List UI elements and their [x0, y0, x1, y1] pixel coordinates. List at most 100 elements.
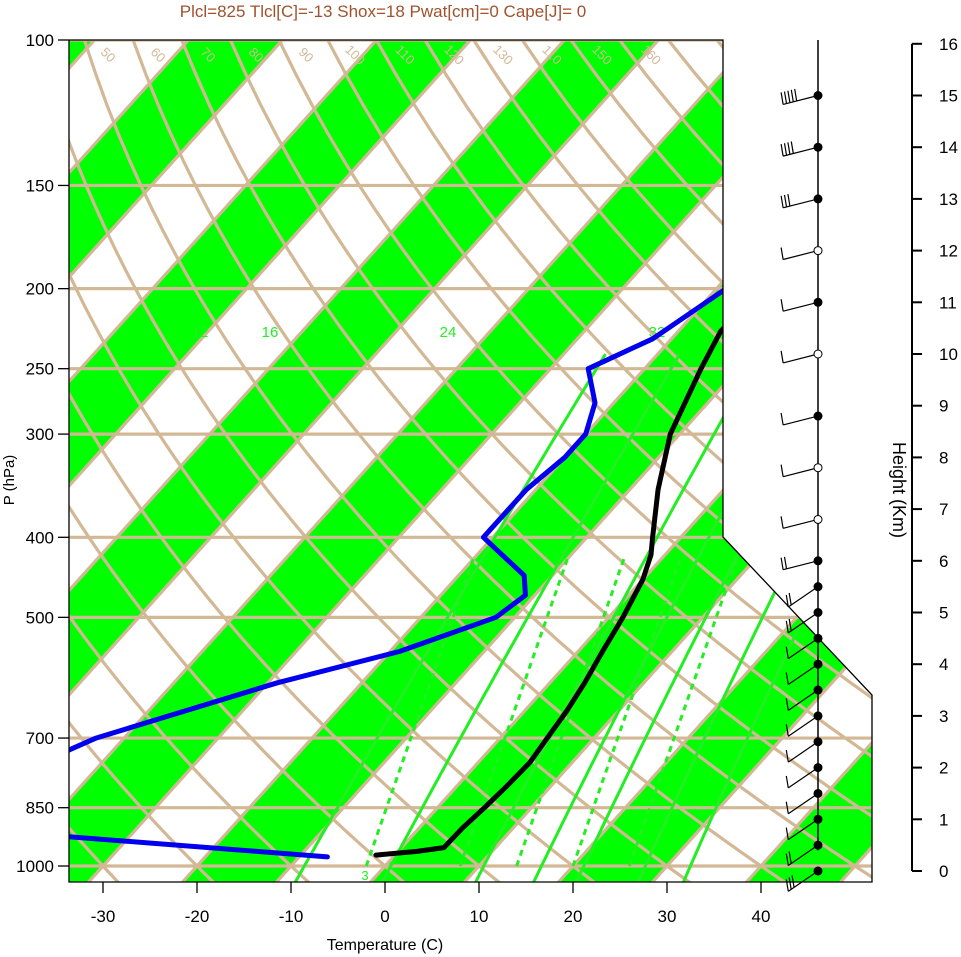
- wind-point: [813, 763, 823, 773]
- wind-point: [813, 866, 823, 876]
- height-tick-label: 13: [939, 190, 958, 209]
- wind-barb: [787, 818, 819, 841]
- dry-adiabat: [69, 40, 137, 882]
- wind-barb-feather: [785, 724, 789, 737]
- temperature-band: [69, 40, 872, 882]
- dashed-line: [364, 554, 477, 867]
- wind-barb: [782, 518, 819, 529]
- wind-barb-feather: [787, 90, 791, 103]
- x-axis: -30 -20 -10 0 10 20 30 40: [91, 882, 771, 926]
- y-tick-label: 100: [26, 31, 54, 50]
- wind-barb: [787, 689, 819, 711]
- temperature-band: [730, 40, 872, 882]
- wind-barb-feather: [780, 247, 784, 260]
- y-tick-label: 1000: [16, 857, 54, 876]
- height-tick-label: 7: [939, 500, 948, 519]
- wind-barb-feather: [788, 851, 792, 864]
- wind-barb-feather: [783, 91, 788, 104]
- dashed-line: [458, 554, 571, 867]
- isotherm-label: 20: [790, 586, 818, 614]
- isotherm-line: [635, 40, 872, 882]
- dashed-label: 3: [361, 868, 368, 883]
- isotherm-line: [69, 40, 506, 882]
- wind-barb-feather: [780, 299, 784, 312]
- dry-adiabat: [423, 40, 872, 882]
- dashed-line: [515, 554, 627, 867]
- isotherm-label: 50: [98, 44, 119, 65]
- isotherm-line: [69, 40, 788, 882]
- mixing-ratio-label: 24: [440, 324, 457, 341]
- wind-barb-feather: [785, 594, 789, 608]
- height-tick-label: 16: [939, 35, 958, 54]
- mixing-ratio-line: [283, 353, 607, 882]
- wind-barb-feather: [791, 875, 795, 888]
- wind-barb-feather: [790, 141, 794, 154]
- wind-point: [813, 608, 823, 617]
- wind-barb: [782, 560, 819, 571]
- wind-point: [813, 814, 823, 824]
- dry-adiabat: [180, 40, 872, 882]
- wind-point: [813, 349, 823, 359]
- wind-barb-feather: [790, 89, 794, 102]
- dashed-line: [571, 554, 684, 867]
- wind-barb-feather: [783, 194, 788, 208]
- wind-barb: [787, 767, 819, 789]
- temperature-band: [542, 40, 872, 882]
- wind-barb: [782, 146, 819, 157]
- x-tick-label: 0: [380, 907, 389, 926]
- wind-barb: [782, 250, 819, 261]
- wind-point: [813, 91, 823, 100]
- wind-barb-feather: [787, 193, 791, 207]
- wind-barb: [787, 844, 819, 866]
- dry-adiabat: [277, 40, 872, 882]
- y-tick-label: 150: [26, 176, 54, 195]
- dry-adiabat: [69, 40, 427, 882]
- wind-barb-feather: [788, 618, 792, 631]
- isotherm-line: [69, 40, 318, 882]
- wind-point: [813, 659, 823, 669]
- wind-point: [813, 582, 823, 592]
- wind-barb: [782, 353, 819, 364]
- height-tick-label: 12: [939, 242, 958, 261]
- wind-barb-feather: [785, 749, 789, 763]
- isotherm-line: [0, 2, 34, 900]
- height-tick-label: 11: [939, 293, 957, 312]
- wind-barb-feather: [794, 88, 798, 102]
- wind-barb-feather: [785, 775, 789, 789]
- isotherm-label: 10: [742, 536, 770, 564]
- wind-barb: [787, 741, 819, 763]
- wind-barb: [787, 663, 819, 686]
- wind-barb: [782, 198, 819, 209]
- wind-barb-feather: [780, 144, 784, 157]
- wind-barb-feather: [785, 853, 789, 866]
- x-tick-label: 40: [752, 907, 771, 926]
- wind-barb: [787, 792, 819, 815]
- wind-barb: [787, 586, 819, 608]
- temperature-curve: [373, 78, 872, 858]
- isotherm-label: 0: [721, 457, 742, 479]
- wind-barb: [782, 415, 819, 426]
- plot-frame: [68, 39, 873, 883]
- wind-barb-feather: [787, 142, 791, 155]
- wind-barb-feather: [780, 92, 784, 105]
- x-tick-label: 30: [658, 907, 677, 926]
- isotherm-line: [69, 40, 224, 882]
- height-tick-label: 5: [939, 604, 948, 623]
- isotherm-label: 130: [490, 42, 516, 68]
- wind-barb-feather: [785, 672, 789, 685]
- dry-adiabat: [69, 40, 716, 882]
- isotherm-label: 30: [720, 121, 748, 149]
- height-tick-label: 8: [939, 448, 948, 467]
- wind-point: [813, 194, 823, 204]
- wind-point: [813, 246, 823, 256]
- wind-point: [813, 840, 823, 850]
- wind-barb-feather: [788, 592, 792, 606]
- x-tick-label: 20: [564, 907, 583, 926]
- dry-adiabat: [69, 40, 234, 882]
- x-tick-label: -20: [185, 907, 210, 926]
- mixing-ratio-lines: 12 16 24 323: [192, 324, 872, 883]
- wind-barb-feather: [785, 646, 789, 659]
- height-tick-label: 2: [939, 759, 948, 778]
